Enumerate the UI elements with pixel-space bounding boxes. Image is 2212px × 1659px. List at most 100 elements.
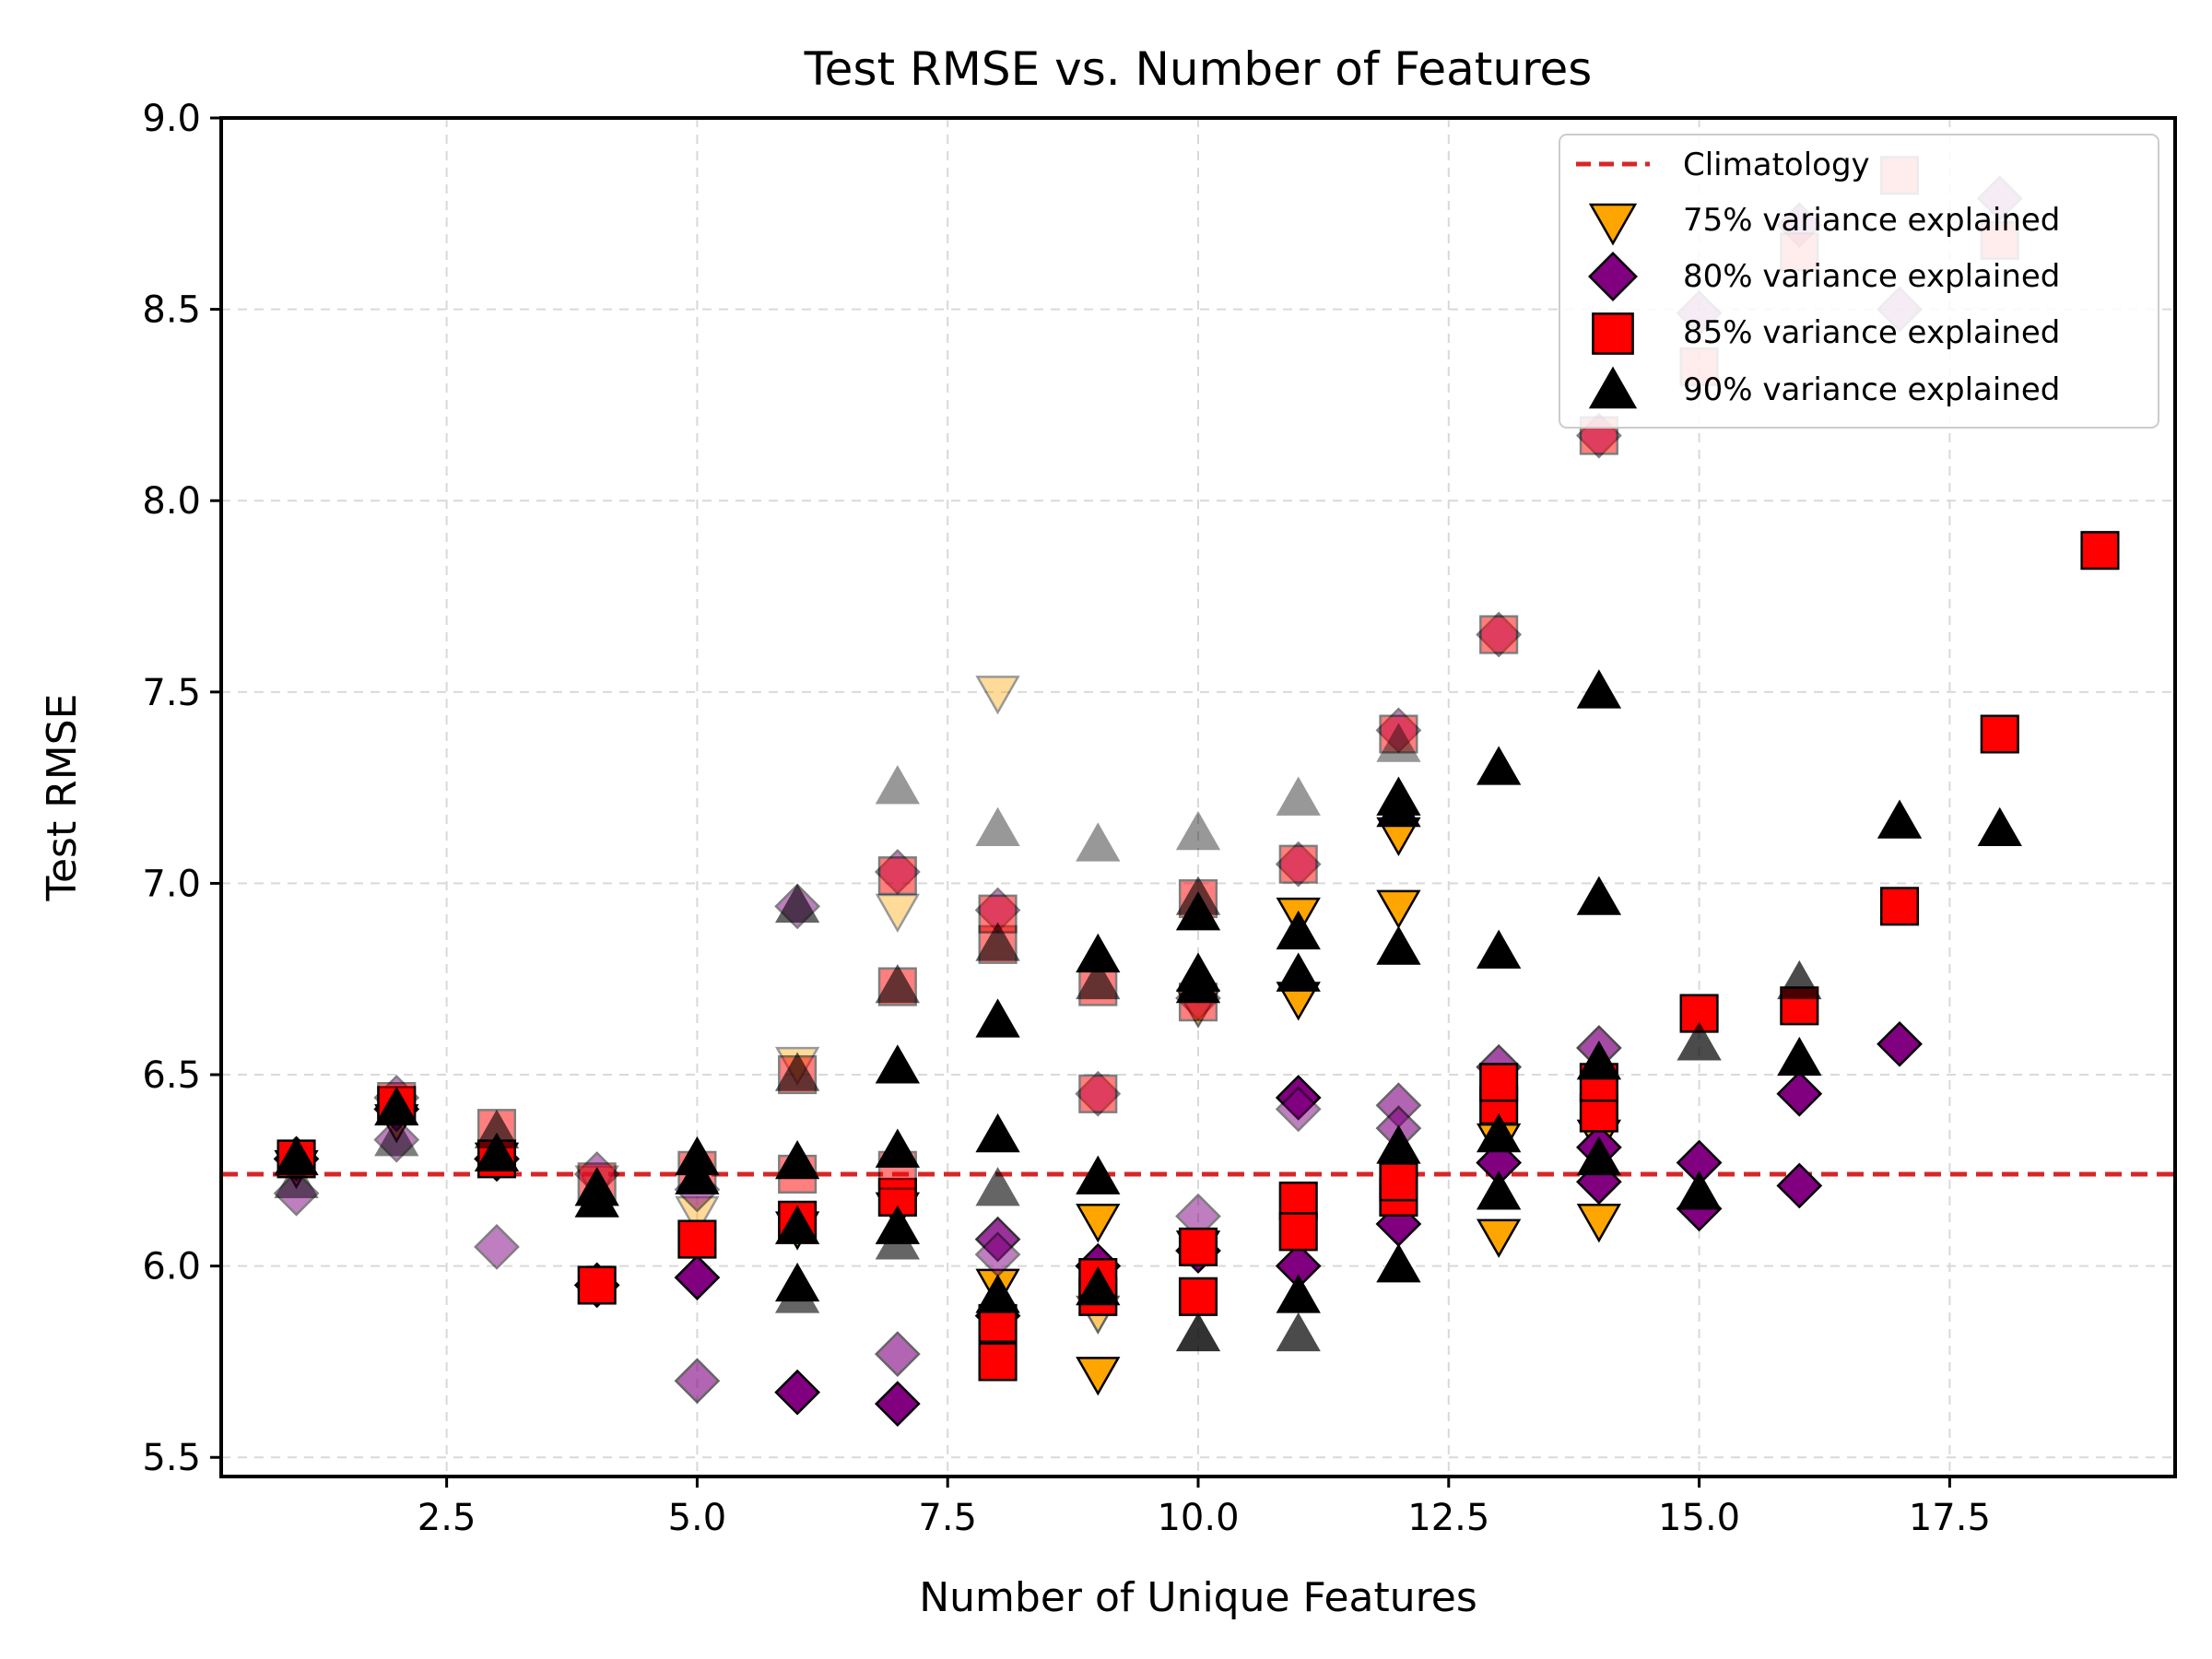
point-90pct bbox=[1777, 959, 1822, 1000]
point-80pct bbox=[474, 1224, 520, 1270]
point-90pct bbox=[1376, 1124, 1421, 1164]
point-90pct bbox=[274, 1159, 319, 1199]
point-85pct bbox=[1278, 844, 1318, 884]
point-90pct bbox=[1076, 1266, 1121, 1306]
point-80pct bbox=[774, 1369, 820, 1416]
point-90pct bbox=[1576, 1135, 1622, 1176]
y-tick-label: 6.5 bbox=[142, 1054, 201, 1097]
point-80pct bbox=[1877, 1020, 1923, 1067]
point-80pct bbox=[1776, 1070, 1823, 1117]
y-tick-label: 6.0 bbox=[142, 1246, 201, 1288]
point-90pct bbox=[574, 1178, 619, 1218]
point-90pct bbox=[1777, 1036, 1822, 1077]
point-90pct bbox=[975, 922, 1020, 961]
y-tick-label: 7.0 bbox=[142, 863, 201, 905]
point-90pct bbox=[1476, 746, 1522, 785]
point-85pct bbox=[978, 1342, 1018, 1382]
point-90pct bbox=[1376, 1243, 1421, 1283]
point-75pct bbox=[1576, 1204, 1622, 1243]
legend-series-75-label: 75% variance explained bbox=[1683, 202, 2060, 239]
point-90pct bbox=[1576, 669, 1622, 709]
legend: Climatology 75% variance explained 80% v… bbox=[1559, 134, 2159, 429]
point-85pct bbox=[1178, 1277, 1218, 1316]
point-85pct bbox=[2080, 531, 2120, 571]
y-tick-label: 5.5 bbox=[142, 1437, 201, 1479]
point-90pct bbox=[1977, 806, 2022, 847]
legend-series-90-label: 90% variance explained bbox=[1683, 371, 2060, 408]
point-80pct bbox=[874, 1331, 921, 1377]
point-90pct bbox=[1276, 776, 1321, 816]
legend-series-85-label: 85% variance explained bbox=[1683, 314, 2060, 351]
point-80pct bbox=[1275, 1086, 1322, 1133]
point-90pct bbox=[1276, 1312, 1321, 1352]
point-85pct bbox=[577, 1265, 617, 1305]
point-85pct bbox=[978, 894, 1018, 934]
point-90pct bbox=[474, 1132, 520, 1171]
point-90pct bbox=[774, 1205, 820, 1244]
point-75pct bbox=[975, 676, 1020, 715]
point-85pct bbox=[1879, 887, 1920, 926]
point-90pct bbox=[1276, 1274, 1321, 1313]
point-85pct bbox=[677, 1219, 717, 1259]
point-90pct bbox=[1076, 1155, 1121, 1194]
point-90pct bbox=[975, 1274, 1020, 1313]
x-tick-label: 10.0 bbox=[1157, 1497, 1239, 1539]
point-90pct bbox=[875, 964, 920, 1004]
point-90pct bbox=[1576, 1041, 1622, 1080]
point-90pct bbox=[875, 1220, 920, 1260]
point-90pct bbox=[875, 1044, 920, 1084]
legend-swatch-85pct bbox=[1592, 312, 1634, 355]
point-90pct bbox=[1376, 723, 1421, 762]
point-90pct bbox=[1476, 1112, 1522, 1153]
x-tick-label: 2.5 bbox=[418, 1497, 477, 1539]
point-75pct bbox=[1476, 1218, 1522, 1258]
ticks-layer: 2.5 5.0 7.5 10.0 12.5 15.0 17.5 5.5 6.0 6.5 7.0 7.5… bbox=[142, 98, 1991, 1539]
point-90pct bbox=[1175, 1312, 1221, 1352]
point-85pct bbox=[1679, 994, 1719, 1033]
point-90pct bbox=[975, 1112, 1020, 1153]
point-90pct bbox=[774, 1052, 820, 1091]
legend-series-swatches bbox=[1588, 203, 1638, 409]
x-tick-label: 12.5 bbox=[1407, 1497, 1489, 1539]
point-90pct bbox=[975, 806, 1020, 847]
point-90pct bbox=[1476, 929, 1522, 969]
point-80pct bbox=[1776, 1162, 1823, 1209]
y-tick-label: 9.0 bbox=[142, 98, 201, 140]
point-90pct bbox=[774, 883, 820, 924]
chart-title: Test RMSE vs. Number of Features bbox=[804, 42, 1593, 96]
point-90pct bbox=[374, 1117, 419, 1157]
point-90pct bbox=[975, 998, 1020, 1038]
point-85pct bbox=[1479, 615, 1519, 654]
x-tick-label: 17.5 bbox=[1909, 1497, 1991, 1539]
point-90pct bbox=[1175, 810, 1221, 851]
point-85pct bbox=[1980, 714, 2019, 754]
x-tick-label: 5.0 bbox=[668, 1497, 727, 1539]
point-80pct bbox=[674, 1254, 721, 1300]
point-75pct bbox=[1076, 1204, 1121, 1243]
x-axis-title: Number of Unique Features bbox=[919, 1574, 1477, 1621]
point-85pct bbox=[1078, 1074, 1118, 1113]
point-85pct bbox=[877, 856, 917, 896]
point-90pct bbox=[675, 1155, 720, 1194]
point-90pct bbox=[1276, 952, 1321, 992]
point-90pct bbox=[975, 1167, 1020, 1206]
legend-box bbox=[1559, 134, 2159, 429]
point-90pct bbox=[1076, 959, 1121, 1000]
point-90pct bbox=[1677, 1171, 1722, 1210]
legend-swatch-80pct bbox=[1588, 252, 1638, 301]
y-axis-title: Test RMSE bbox=[39, 694, 86, 902]
point-90pct bbox=[875, 1128, 920, 1168]
point-80pct bbox=[874, 1381, 921, 1427]
point-85pct bbox=[1178, 1227, 1218, 1266]
legend-swatch-75pct bbox=[1588, 203, 1638, 246]
point-90pct bbox=[1276, 910, 1321, 950]
point-90pct bbox=[1376, 788, 1421, 828]
y-tick-label: 7.5 bbox=[142, 672, 201, 714]
point-90pct bbox=[774, 1140, 820, 1180]
x-tick-label: 7.5 bbox=[918, 1497, 977, 1539]
y-tick-label: 8.5 bbox=[142, 289, 201, 332]
point-90pct bbox=[774, 1274, 820, 1313]
point-85pct bbox=[1479, 1063, 1519, 1102]
point-90pct bbox=[1076, 822, 1121, 862]
